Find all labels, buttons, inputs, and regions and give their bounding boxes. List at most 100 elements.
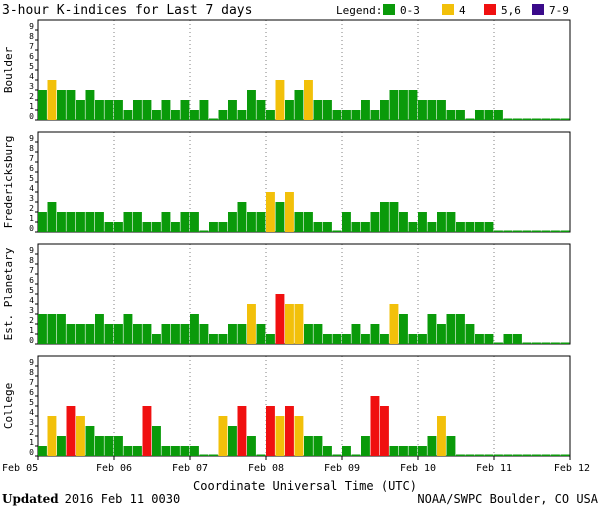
y-tick-label: 6 [29, 388, 34, 397]
y-tick-label: 8 [29, 144, 34, 153]
k-bar [76, 100, 85, 120]
k-bar [361, 334, 370, 344]
k-bar [190, 212, 199, 232]
k-bar [152, 426, 161, 456]
k-bar [256, 324, 266, 344]
k-bar [104, 222, 114, 232]
k-bar [361, 436, 370, 456]
k-bar [342, 110, 351, 120]
y-tick-label: 3 [29, 82, 34, 91]
k-bar [465, 118, 475, 120]
k-bar [275, 294, 285, 344]
y-tick-label: 5 [29, 62, 34, 71]
k-bar [57, 212, 66, 232]
k-bar [475, 222, 484, 232]
k-bar [57, 90, 66, 120]
k-bar [180, 324, 190, 344]
k-bar [389, 446, 399, 456]
k-bar [465, 324, 475, 344]
k-bar [351, 324, 361, 344]
k-bar [294, 304, 304, 344]
legend-entry-5-6: 5,6 [501, 4, 521, 17]
k-bar [313, 100, 323, 120]
updated-line: Updated 2016 Feb 11 0030 [2, 492, 180, 506]
k-bar [408, 446, 418, 456]
k-bar [446, 314, 456, 344]
k-bar [266, 406, 275, 456]
k-bar [532, 342, 541, 344]
k-bar [199, 454, 209, 456]
k-bar [95, 436, 104, 456]
k-bar [237, 202, 247, 232]
k-bar [503, 118, 513, 120]
x-tick-label: Feb 07 [172, 463, 208, 474]
k-bar [456, 222, 465, 232]
k-bar [123, 314, 133, 344]
k-bar [190, 314, 199, 344]
k-bar [551, 454, 560, 456]
k-bar [85, 324, 95, 344]
k-bar [332, 454, 342, 456]
k-bar [76, 212, 85, 232]
k-bar [199, 100, 209, 120]
legend-entry-4: 4 [459, 4, 466, 17]
k-bar [142, 100, 152, 120]
k-bar [361, 222, 370, 232]
k-bar [228, 100, 237, 120]
y-tick-label: 0 [29, 224, 34, 233]
k-bar [256, 212, 266, 232]
k-bar [418, 334, 427, 344]
k-bar [218, 110, 228, 120]
k-bar [446, 212, 456, 232]
y-tick-label: 1 [29, 102, 34, 111]
k-bar [389, 202, 399, 232]
panel-label: Boulder [2, 46, 15, 93]
k-bar [446, 110, 456, 120]
k-bar [408, 222, 418, 232]
k-bar [418, 212, 427, 232]
k-bar [370, 324, 380, 344]
k-bar [437, 100, 446, 120]
k-bar [351, 110, 361, 120]
k-bar [123, 212, 133, 232]
y-tick-label: 7 [29, 154, 34, 163]
k-bar [38, 446, 47, 456]
k-bar [114, 436, 123, 456]
k-bar [484, 454, 494, 456]
k-bar [285, 406, 294, 456]
updated-time: 2016 Feb 11 0030 [65, 492, 181, 506]
legend-entry-7-9: 7-9 [549, 4, 569, 17]
k-bar [133, 446, 142, 456]
k-bar [399, 212, 408, 232]
panel-label: Est. Planetary [2, 247, 15, 340]
y-tick-label: 4 [29, 184, 34, 193]
k-bar [161, 446, 171, 456]
k-bar [437, 212, 446, 232]
k-bar [323, 100, 332, 120]
k-bar [513, 454, 522, 456]
y-tick-label: 1 [29, 214, 34, 223]
y-tick-label: 8 [29, 256, 34, 265]
y-tick-label: 7 [29, 42, 34, 51]
y-tick-label: 2 [29, 428, 34, 437]
k-bar [95, 314, 104, 344]
k-bar [38, 90, 47, 120]
k-bar [123, 110, 133, 120]
k-bar [171, 446, 180, 456]
k-bar [484, 334, 494, 344]
k-bar [380, 406, 389, 456]
k-bar [522, 118, 532, 120]
y-tick-label: 2 [29, 204, 34, 213]
k-bar [332, 110, 342, 120]
k-bar [218, 222, 228, 232]
k-bar [475, 334, 484, 344]
k-bar [456, 314, 465, 344]
k-bar [294, 212, 304, 232]
k-bar [66, 90, 76, 120]
k-bar [522, 230, 532, 232]
k-bar [114, 222, 123, 232]
k-bar [342, 212, 351, 232]
k-bar [532, 230, 541, 232]
k-bar [304, 80, 313, 120]
